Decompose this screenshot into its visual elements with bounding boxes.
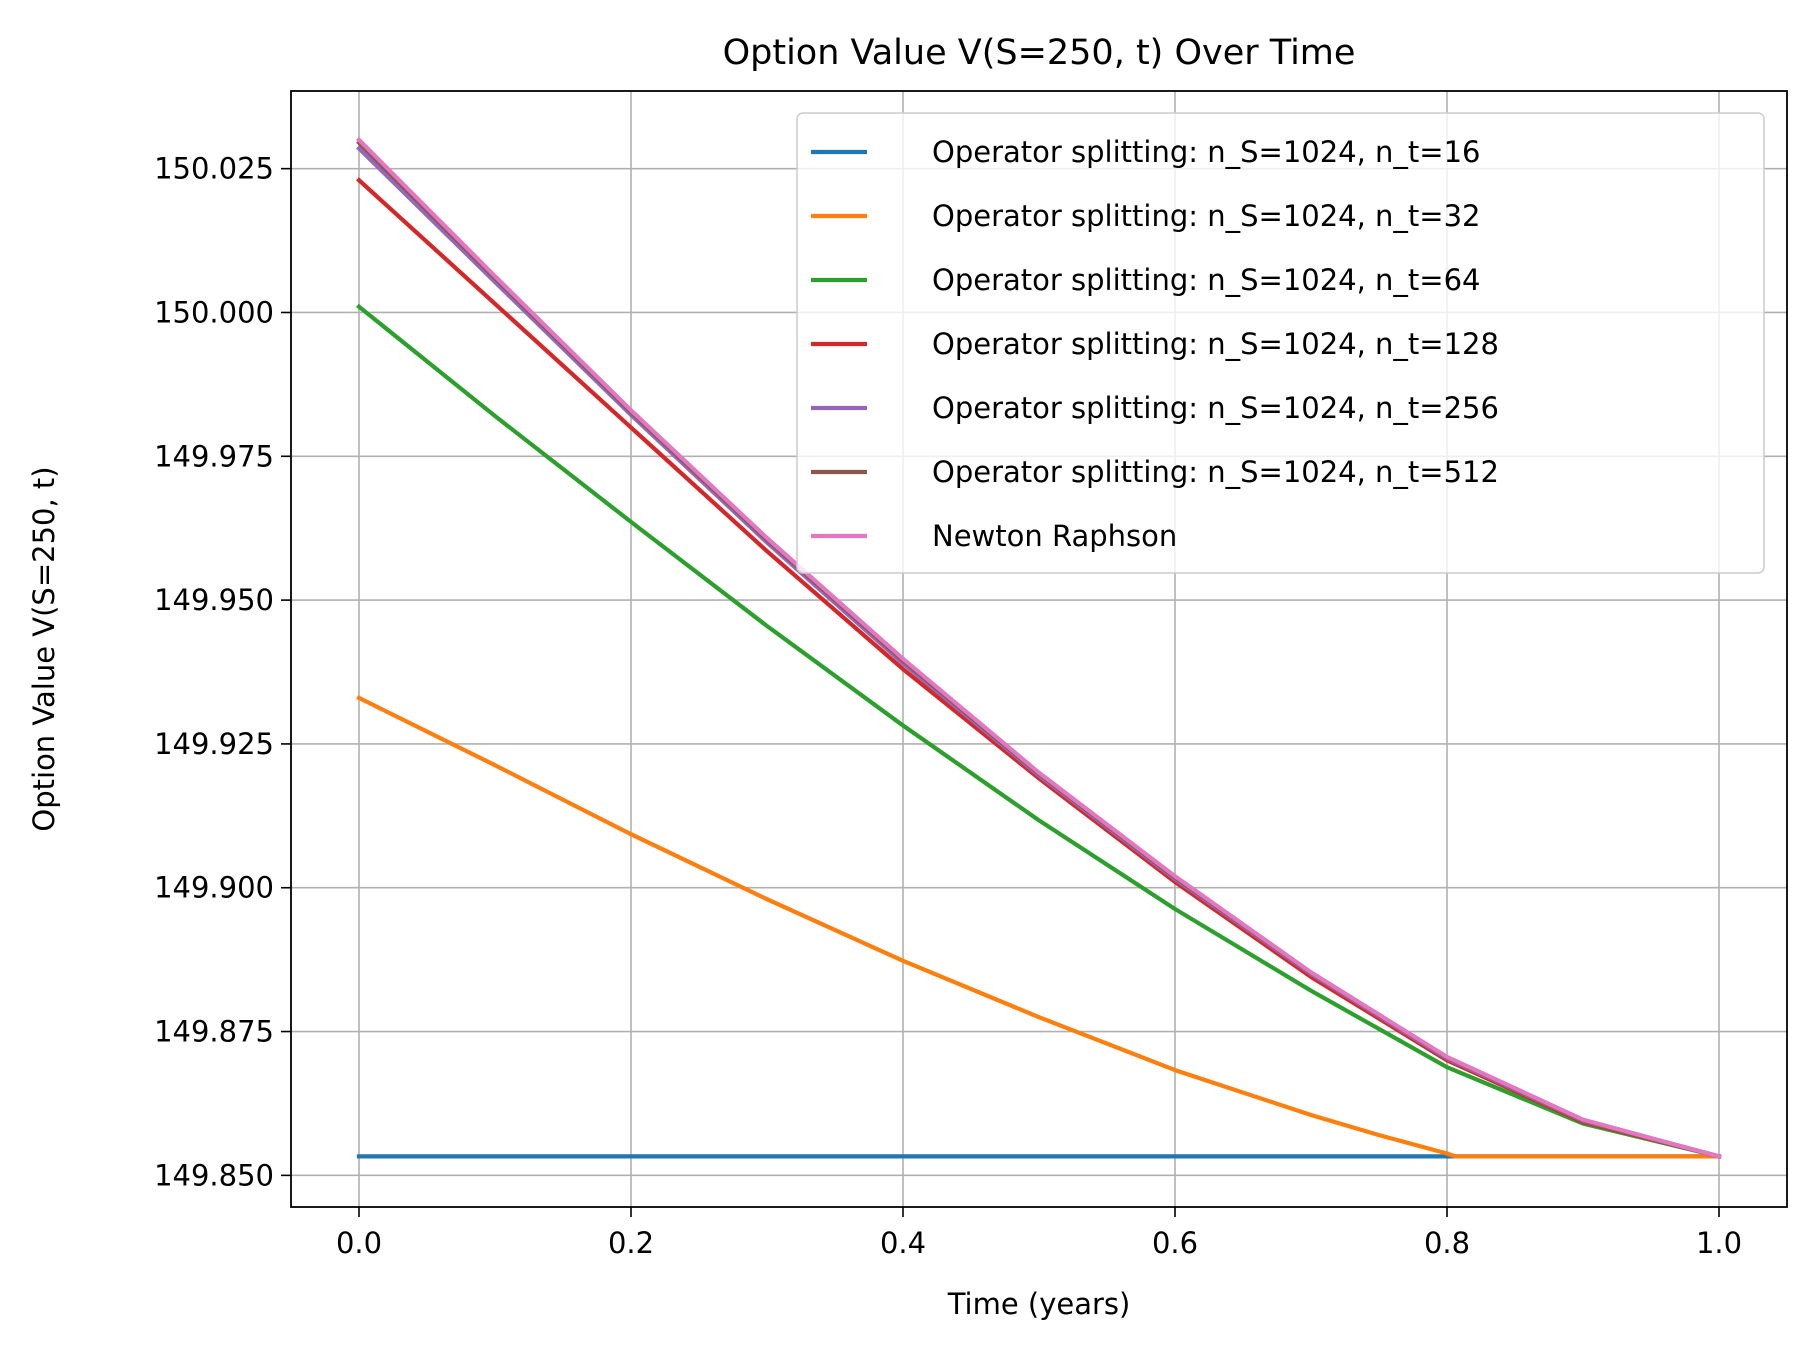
axis-ticks: 0.0 0.2 0.4 0.6 0.8 1.0 149.850 149.875 149.900 1… [154, 152, 1742, 1260]
x-axis-title: Time (years) [947, 1287, 1131, 1321]
y-tick-label: 149.850 [154, 1158, 274, 1192]
legend: Operator splitting: n_S=1024, n_t=16 Oper… [796, 112, 1765, 574]
x-tick-label: 0.4 [880, 1226, 926, 1260]
legend-label: Newton Raphson [932, 519, 1177, 553]
legend-label: Operator splitting: n_S=1024, n_t=32 [932, 199, 1481, 233]
y-tick-label: 149.950 [154, 583, 274, 617]
legend-label: Operator splitting: n_S=1024, n_t=16 [932, 135, 1481, 169]
legend-label: Operator splitting: n_S=1024, n_t=128 [932, 327, 1499, 361]
y-tick-label: 149.900 [154, 871, 274, 905]
legend-label: Operator splitting: n_S=1024, n_t=64 [932, 263, 1481, 297]
y-tick-label: 149.875 [154, 1015, 274, 1049]
y-tick-label: 149.925 [154, 727, 274, 761]
series-line-3 [356, 303, 1722, 1159]
series-line-7 [356, 136, 1722, 1159]
legend-label: Operator splitting: n_S=1024, n_t=512 [932, 455, 1499, 489]
x-tick-label: 0.0 [336, 1226, 382, 1260]
series-line-2 [356, 695, 1722, 1159]
x-tick-label: 0.6 [1152, 1226, 1198, 1260]
x-tick-label: 0.2 [608, 1226, 654, 1260]
series-lines [356, 136, 1722, 1159]
x-tick-label: 0.8 [1424, 1226, 1470, 1260]
legend-label: Operator splitting: n_S=1024, n_t=256 [932, 391, 1499, 425]
plot-frame [290, 90, 1788, 1208]
y-tick-label: 150.025 [154, 152, 274, 186]
chart-title: Option Value V(S=250, t) Over Time [723, 33, 1356, 73]
x-tick-label: 1.0 [1696, 1226, 1742, 1260]
y-tick-label: 149.975 [154, 439, 274, 473]
y-tick-label: 150.000 [154, 295, 274, 329]
legend-box [796, 112, 1765, 574]
y-axis-title: Option Value V(S=250, t) [27, 466, 61, 831]
